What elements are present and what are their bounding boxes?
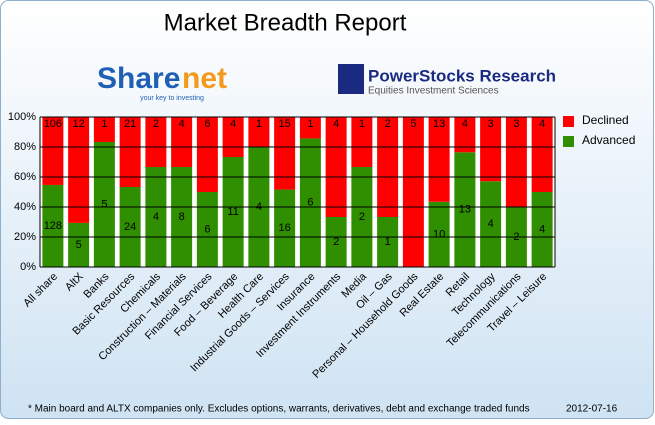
data-label: 4 (179, 118, 185, 130)
data-label: 11 (227, 206, 238, 218)
bar-segment (274, 117, 296, 190)
bar-segment (325, 117, 347, 217)
bar-segment (196, 117, 218, 192)
y-tick-label: 20% (14, 231, 36, 243)
logo-right-icon (338, 64, 364, 94)
bar-segment (377, 217, 399, 267)
data-label: 3 (488, 118, 494, 130)
data-label: 4 (539, 118, 545, 130)
data-label: 15 (279, 118, 291, 130)
bar-segment (402, 117, 424, 267)
data-label: 4 (153, 211, 159, 223)
data-label: 1 (256, 118, 262, 130)
y-tick-label: 40% (14, 201, 36, 213)
y-tick-label: 100% (8, 111, 36, 123)
y-tick-label: 60% (14, 171, 36, 183)
data-label: 24 (124, 221, 136, 233)
legend-label: Declined (582, 113, 629, 127)
bar-segment (274, 189, 296, 267)
data-label: 106 (44, 118, 62, 130)
data-label: 5 (76, 239, 82, 251)
bar-segment (505, 117, 527, 207)
data-label: 21 (124, 118, 136, 130)
logo-left-part2: net (182, 62, 227, 95)
y-tick-label: 80% (14, 141, 36, 153)
data-label: 5 (101, 198, 107, 210)
data-label: 1 (359, 118, 365, 130)
data-label: 6 (307, 197, 313, 209)
bar-segment (42, 184, 64, 267)
bar-segment (377, 117, 399, 217)
bar-segment (454, 152, 476, 267)
bar-segment (351, 117, 373, 167)
bar-segment (171, 167, 193, 267)
legend-swatch (563, 136, 574, 147)
data-label: 2 (385, 118, 391, 130)
data-label: 5 (410, 118, 416, 130)
legend-label: Advanced (582, 133, 635, 147)
bar-segment (222, 157, 244, 267)
logo-left-tagline: your key to investing (140, 95, 204, 102)
data-label: 1 (101, 118, 107, 130)
data-label: 2 (153, 118, 159, 130)
plot-area (40, 117, 555, 267)
bar-segment (299, 117, 321, 139)
data-label: 4 (333, 118, 339, 130)
data-label: 13 (433, 118, 445, 130)
data-label: 1 (385, 236, 391, 248)
bar-segment (196, 192, 218, 267)
bar-segment (68, 222, 90, 267)
bar-segment (119, 117, 141, 187)
bar-segment (480, 117, 502, 182)
data-label: 4 (488, 218, 494, 230)
logo-left-part1: Share (97, 62, 180, 95)
bar-segment (171, 117, 193, 167)
legend-swatch (563, 116, 574, 127)
y-tick-label: 0% (20, 261, 36, 273)
footnote: * Main board and ALTX companies only. Ex… (28, 404, 530, 415)
data-label: 10 (433, 228, 445, 240)
data-label: 16 (279, 222, 291, 234)
bar-segment (68, 117, 90, 223)
data-label: 128 (44, 220, 62, 232)
data-label: 12 (73, 118, 85, 130)
bar-segment (531, 117, 553, 192)
date: 2012-07-16 (566, 404, 618, 415)
bar-segment (428, 201, 450, 267)
bar-segment (531, 192, 553, 267)
chart-title: Market Breadth Report (164, 9, 407, 36)
data-label: 1 (307, 118, 313, 130)
data-label: 4 (462, 118, 468, 130)
bar-segment (42, 117, 64, 185)
data-label: 13 (459, 204, 471, 216)
data-label: 4 (230, 118, 236, 130)
data-label: 6 (204, 223, 210, 235)
bar-segment (145, 117, 167, 167)
bar-segment (454, 117, 476, 153)
bar-segment (299, 138, 321, 267)
data-label: 3 (513, 118, 519, 130)
bar-segment (325, 217, 347, 267)
data-label: 4 (539, 223, 545, 235)
bar-segment (145, 167, 167, 267)
bar-segment (480, 181, 502, 267)
data-label: 8 (179, 211, 185, 223)
logo-right-name: PowerStocks Research (368, 66, 556, 85)
logo-right-tagline: Equities Investment Sciences (368, 86, 499, 97)
data-label: 6 (204, 118, 210, 130)
data-label: 2 (359, 211, 365, 223)
data-label: 2 (333, 236, 339, 248)
bar-segment (428, 117, 450, 202)
bar-segment (93, 142, 115, 267)
bar-segment (351, 167, 373, 267)
bar-segment (93, 117, 115, 142)
bar-segment (248, 117, 270, 147)
